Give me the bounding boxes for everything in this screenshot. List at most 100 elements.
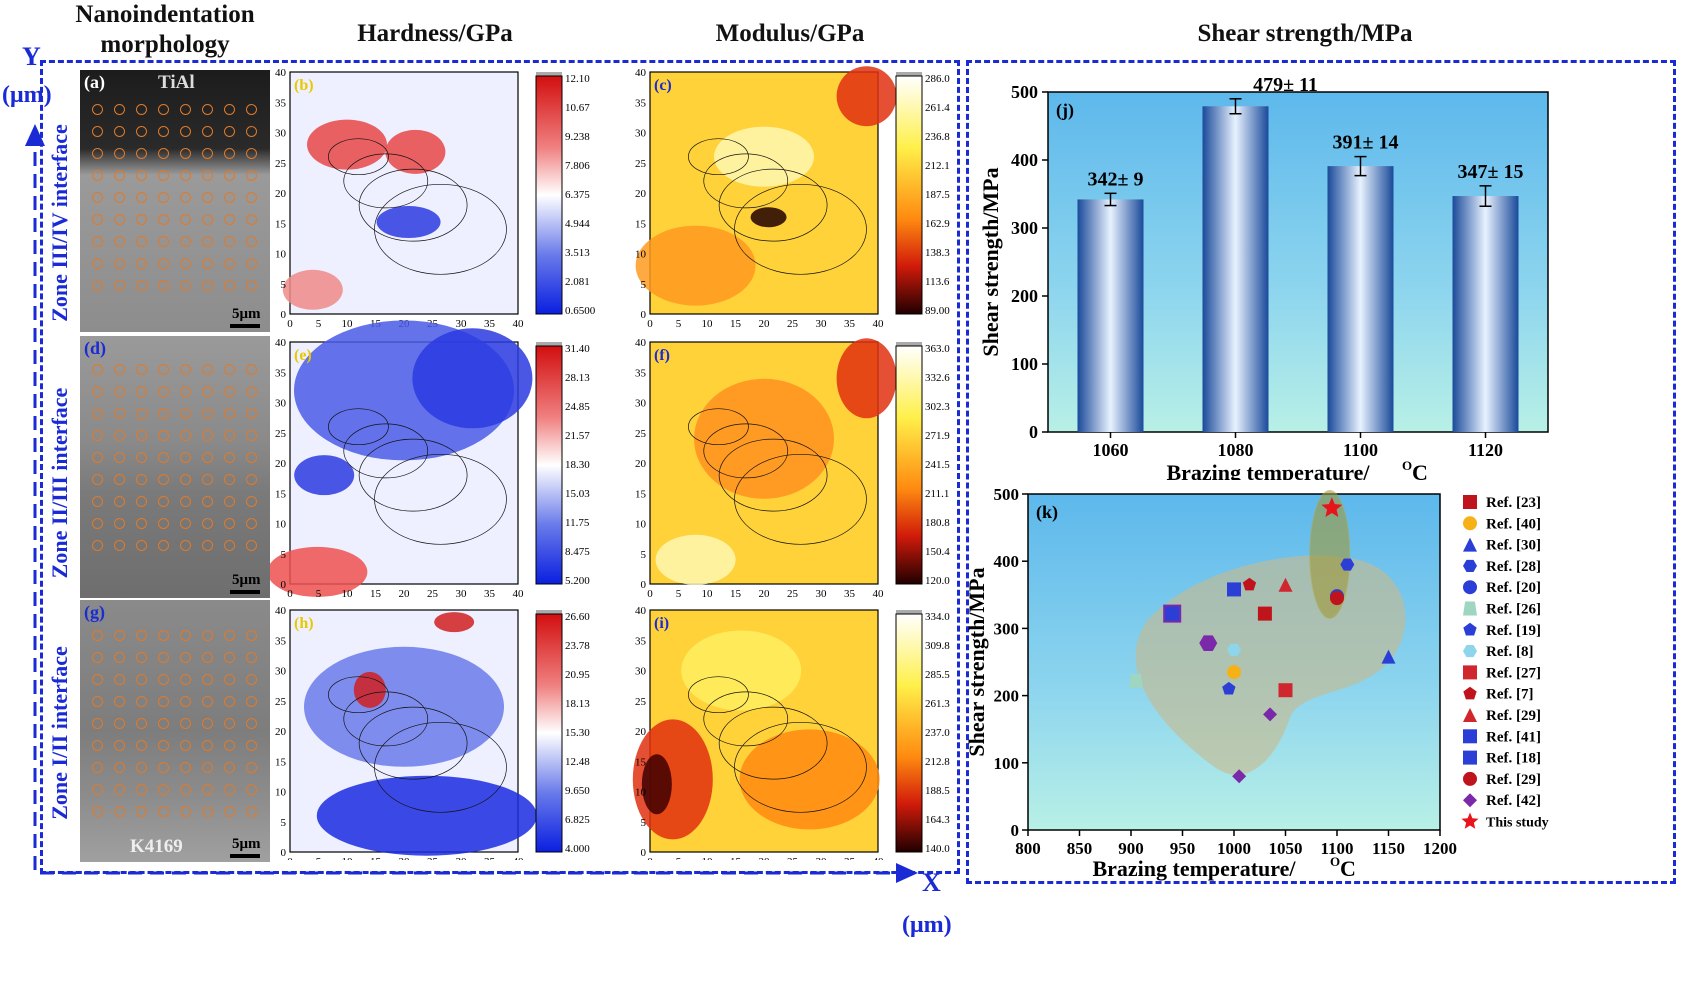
contour-region bbox=[836, 338, 897, 419]
indent-mark bbox=[180, 740, 191, 751]
x-tick-label: 1120 bbox=[1468, 440, 1503, 460]
colorbar-cap bbox=[896, 610, 922, 614]
x-axis-label: X bbox=[922, 868, 941, 897]
indent-mark bbox=[180, 192, 191, 203]
indent-mark bbox=[114, 652, 125, 663]
indent-mark bbox=[158, 718, 169, 729]
indent-mark bbox=[136, 258, 147, 269]
x-tick-label: 40 bbox=[513, 856, 525, 860]
indent-mark bbox=[92, 408, 103, 419]
contour-line bbox=[688, 138, 749, 176]
colorbar-label: 9.238 bbox=[565, 131, 590, 143]
indent-mark bbox=[202, 652, 213, 663]
indent-mark bbox=[136, 652, 147, 663]
indent-mark bbox=[92, 740, 103, 751]
indent-mark bbox=[92, 280, 103, 291]
data-point bbox=[1232, 769, 1247, 784]
x-tick-label: 10 bbox=[702, 318, 714, 330]
indent-mark bbox=[246, 280, 257, 291]
indent-mark bbox=[114, 214, 125, 225]
colorbar-label: 162.9 bbox=[925, 218, 950, 230]
x-tick-label: 25 bbox=[427, 588, 439, 600]
legend-marker bbox=[1463, 645, 1477, 658]
indent-mark bbox=[92, 126, 103, 137]
x-tick-label: 1100 bbox=[1343, 440, 1378, 460]
colorbar bbox=[535, 613, 563, 853]
x-tick-label: 10 bbox=[702, 856, 714, 860]
contour-line bbox=[358, 706, 468, 780]
y-tick-label: 40 bbox=[635, 67, 647, 79]
indent-mark bbox=[180, 674, 191, 685]
indent-mark bbox=[114, 148, 125, 159]
indent-mark bbox=[224, 452, 235, 463]
data-point bbox=[1278, 577, 1293, 592]
indent-mark bbox=[202, 408, 213, 419]
legend-label: Ref. [8] bbox=[1486, 644, 1533, 660]
contour-line bbox=[374, 183, 507, 275]
colorbar-label: 10.67 bbox=[565, 102, 590, 114]
contour-panel-i: 00 5 5 10 10 15 15 20 20 25 25 30 30 35 35 40 40 (i) 334.0… bbox=[632, 605, 950, 860]
y-axis-label: Y bbox=[22, 42, 41, 71]
indent-mark bbox=[224, 170, 235, 181]
indent-mark bbox=[180, 386, 191, 397]
data-point bbox=[1330, 591, 1344, 606]
y-tick-label: 20 bbox=[635, 726, 647, 738]
x-tick-label: 35 bbox=[844, 856, 856, 860]
panel-letter: (d) bbox=[84, 338, 106, 358]
data-point bbox=[1222, 681, 1236, 695]
y-tick-label: 5 bbox=[281, 279, 287, 291]
indent-mark bbox=[246, 148, 257, 159]
indent-mark bbox=[202, 430, 213, 441]
indent-mark bbox=[224, 718, 235, 729]
colorbar-label: 4.944 bbox=[565, 218, 590, 230]
indent-mark bbox=[158, 630, 169, 641]
x-axis-title: Brazing temperature/ bbox=[1166, 460, 1370, 480]
indent-mark bbox=[92, 236, 103, 247]
colorbar-label: 120.0 bbox=[925, 575, 950, 587]
x-tick-label: 0 bbox=[647, 318, 653, 330]
indent-mark bbox=[224, 652, 235, 663]
legend-label: Ref. [18] bbox=[1486, 751, 1541, 767]
colorbar bbox=[895, 345, 923, 585]
indent-mark bbox=[114, 408, 125, 419]
x-tick-label: 30 bbox=[816, 588, 828, 600]
y-tick-label: 35 bbox=[275, 635, 287, 647]
indent-mark bbox=[180, 540, 191, 551]
contour-region bbox=[304, 646, 504, 767]
indent-mark bbox=[114, 740, 125, 751]
indent-mark bbox=[136, 630, 147, 641]
indent-mark bbox=[246, 104, 257, 115]
contour-line bbox=[703, 423, 789, 479]
indent-mark bbox=[92, 258, 103, 269]
indent-mark bbox=[136, 474, 147, 485]
x-tick-label: 20 bbox=[759, 318, 771, 330]
y-tick-label: 0 bbox=[281, 309, 287, 321]
indent-mark bbox=[202, 540, 213, 551]
y-axis-title: Shear strength/MPa bbox=[978, 167, 1003, 356]
indent-mark bbox=[180, 784, 191, 795]
legend-marker bbox=[1463, 729, 1477, 744]
data-point bbox=[1165, 606, 1180, 621]
data-point bbox=[1278, 683, 1293, 698]
y-tick-label: 100 bbox=[994, 754, 1020, 773]
indent-mark bbox=[246, 540, 257, 551]
colorbar-label: 5.200 bbox=[565, 575, 590, 587]
indent-mark bbox=[224, 236, 235, 247]
legend-label: Ref. [41] bbox=[1486, 729, 1541, 745]
indent-mark bbox=[92, 386, 103, 397]
indent-mark bbox=[180, 430, 191, 441]
indent-mark bbox=[158, 192, 169, 203]
colorbar-label: 18.30 bbox=[565, 459, 590, 471]
colorbar bbox=[895, 75, 923, 315]
x-tick-label: 950 bbox=[1170, 839, 1196, 858]
indent-mark bbox=[224, 540, 235, 551]
indent-mark bbox=[114, 696, 125, 707]
indent-mark bbox=[202, 170, 213, 181]
y-tick-label: 35 bbox=[275, 367, 287, 379]
indent-mark bbox=[158, 784, 169, 795]
indent-mark bbox=[246, 430, 257, 441]
indent-mark bbox=[224, 474, 235, 485]
y-tick-label: 0 bbox=[1011, 821, 1020, 840]
legend-label: This study bbox=[1486, 816, 1549, 831]
indent-mark bbox=[246, 452, 257, 463]
